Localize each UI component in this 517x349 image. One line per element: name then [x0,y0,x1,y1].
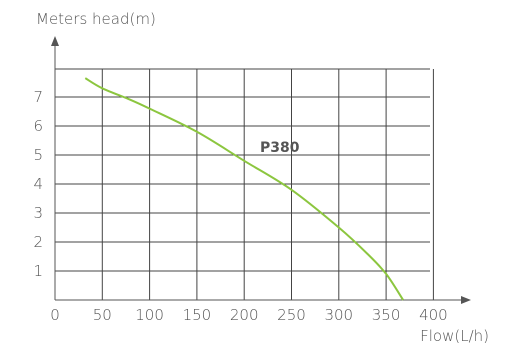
y-tick-label: 4 [33,175,43,193]
x-tick-label: 0 [50,306,60,324]
grid [55,68,434,300]
y-tick-label: 7 [33,88,43,106]
y-tick-label: 6 [33,117,43,135]
series-label-p380: P380 [260,140,300,156]
x-tick-label: 200 [230,306,259,324]
x-axis-title: Flow(L/h) [420,327,489,345]
y-axis-arrow [51,36,59,46]
y-tick-label: 1 [33,262,43,280]
x-axis-arrow [461,296,471,304]
x-tick-label: 350 [372,306,401,324]
y-tick-label: 3 [33,204,43,222]
axes [51,36,471,304]
series-line-p380 [84,77,404,301]
y-axis-title: Meters head(m) [36,10,156,28]
x-tick-label: 50 [93,306,112,324]
y-tick-label: 5 [33,146,43,164]
x-tick-label: 300 [324,306,353,324]
y-tick-label: 2 [33,233,43,251]
series-group [84,77,404,301]
x-tick-label: 400 [419,306,448,324]
y-tick-labels: 1 2 3 4 5 6 7 [33,88,43,280]
x-tick-label: 100 [135,306,164,324]
x-tick-label: 150 [183,306,212,324]
x-tick-label: 250 [277,306,306,324]
x-tick-labels: 0 50 100 150 200 250 300 350 400 [50,306,447,324]
